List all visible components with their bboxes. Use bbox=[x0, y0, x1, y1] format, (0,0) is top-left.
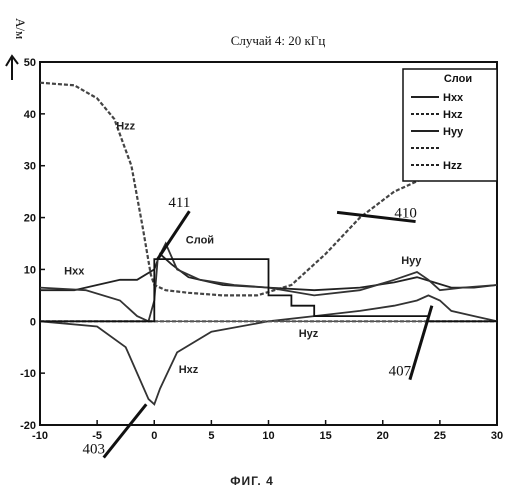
y-tick-label: 30 bbox=[24, 161, 36, 173]
x-tick-label: 20 bbox=[377, 430, 389, 442]
annotation-411: 411 bbox=[168, 195, 190, 211]
legend-label: Hxz bbox=[443, 109, 463, 121]
annotation-410: 410 bbox=[394, 206, 417, 222]
figure-caption: ФИГ. 4 bbox=[230, 474, 274, 488]
y-tick-label: 20 bbox=[24, 213, 36, 225]
y-tick-label: 10 bbox=[24, 264, 36, 276]
annotations: Hzz Hxx Hxz Hyy Hyz Слой 411 410 407 403 bbox=[64, 120, 432, 457]
y-tick-label: -10 bbox=[20, 368, 36, 380]
annotation-403: 403 bbox=[82, 442, 105, 458]
annotation-407: 407 bbox=[389, 364, 412, 380]
x-tick-label: 0 bbox=[151, 430, 157, 442]
y-tick-label: -20 bbox=[20, 420, 36, 432]
chart-title: Случай 4: 20 кГц bbox=[231, 33, 326, 48]
legend-label: Hzz bbox=[443, 160, 462, 172]
x-tick-label: 10 bbox=[262, 430, 274, 442]
annotation-Hyy: Hyy bbox=[401, 255, 422, 267]
x-tick-label: 15 bbox=[320, 430, 332, 442]
annotation-leader bbox=[158, 211, 190, 259]
y-tick-label: 40 bbox=[24, 109, 36, 121]
annotation-Hyz: Hyz bbox=[299, 328, 319, 340]
legend: Слои Hxx Hxz Hyy Hzz bbox=[403, 69, 497, 181]
annotation-Hzz: Hzz bbox=[116, 120, 135, 132]
series-line-Слой bbox=[40, 259, 497, 321]
y-axis-arrow-icon bbox=[6, 56, 18, 80]
legend-label: Hyy bbox=[443, 126, 464, 138]
legend-label: Hxx bbox=[443, 92, 464, 104]
x-tick-label: 25 bbox=[434, 430, 446, 442]
x-tick-label: 30 bbox=[491, 430, 503, 442]
y-tick-label: 0 bbox=[30, 316, 36, 328]
annotation-Слой: Слой bbox=[186, 235, 214, 247]
legend-title: Слои bbox=[444, 73, 472, 85]
x-tick-label: 5 bbox=[208, 430, 214, 442]
y-tick-label: 50 bbox=[24, 57, 36, 69]
annotation-Hxx: Hxx bbox=[64, 266, 85, 278]
y-axis-label: А/м bbox=[13, 18, 28, 39]
series-line-Hxz bbox=[40, 295, 497, 404]
x-tick-label: -5 bbox=[92, 430, 102, 442]
annotation-leader bbox=[104, 404, 147, 457]
annotation-Hxz: Hxz bbox=[179, 364, 199, 376]
